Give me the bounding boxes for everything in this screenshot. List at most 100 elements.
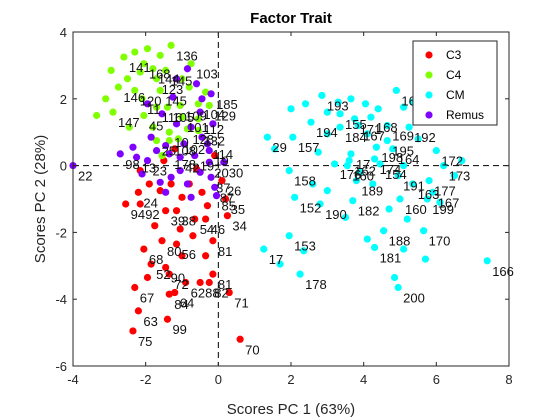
data-point — [296, 270, 304, 278]
data-point — [392, 86, 400, 95]
data-point — [194, 126, 202, 135]
data-point — [331, 160, 339, 168]
legend-label: C4 — [446, 68, 462, 82]
data-point — [131, 283, 139, 292]
point-label: 62 — [191, 286, 205, 301]
data-point — [291, 193, 299, 201]
point-label: 167 — [438, 195, 460, 210]
data-point — [167, 180, 175, 188]
point-label: 103 — [196, 67, 218, 82]
point-label: 194 — [316, 125, 338, 140]
data-point — [334, 98, 342, 106]
point-label: 82 — [214, 286, 228, 301]
x-axis-label: Scores PC 1 (63%) — [227, 401, 355, 418]
point-label: 46 — [211, 222, 225, 237]
data-point — [209, 270, 217, 278]
data-point — [389, 145, 397, 153]
point-label: 90 — [171, 270, 185, 285]
data-point — [202, 88, 210, 96]
data-point — [390, 273, 399, 282]
data-point — [187, 193, 195, 201]
point-label: 185 — [216, 97, 238, 112]
data-point — [134, 188, 142, 196]
data-point — [182, 278, 190, 287]
point-label: 101 — [187, 120, 209, 135]
data-point — [172, 240, 181, 248]
point-label: 63 — [143, 314, 157, 329]
data-point — [209, 237, 217, 245]
data-point — [370, 155, 379, 163]
data-point — [420, 227, 428, 235]
point-label: 170 — [429, 234, 451, 249]
point-label: 105 — [172, 110, 194, 125]
data-point — [203, 202, 212, 210]
data-point — [374, 105, 382, 113]
data-point — [309, 180, 317, 188]
data-point — [178, 113, 186, 121]
data-point — [147, 260, 155, 268]
data-point — [183, 180, 192, 188]
point-label: 136 — [176, 48, 198, 63]
data-points — [69, 41, 491, 343]
x-tick-label: 2 — [287, 372, 294, 387]
data-point — [432, 146, 440, 155]
data-point — [136, 68, 144, 76]
data-point — [336, 123, 344, 131]
data-point — [300, 247, 308, 255]
data-point — [458, 156, 466, 165]
point-label: 64 — [180, 296, 194, 311]
data-point — [152, 75, 161, 83]
data-point — [129, 327, 137, 335]
data-point — [140, 245, 148, 253]
data-point — [363, 235, 371, 243]
point-label: 129 — [214, 108, 236, 123]
data-point — [209, 120, 217, 128]
data-point — [349, 197, 357, 205]
data-point — [132, 153, 141, 161]
point-label: 104 — [203, 107, 225, 122]
point-label: 42 — [185, 160, 199, 175]
data-point — [198, 188, 206, 196]
data-point — [223, 212, 232, 220]
point-label: 200 — [403, 291, 425, 306]
data-point — [207, 90, 215, 98]
data-point — [287, 105, 295, 113]
point-label: 162 — [354, 164, 376, 179]
point-label: 128 — [192, 132, 214, 147]
data-point — [314, 148, 322, 156]
y-tick-label: -4 — [55, 292, 67, 307]
data-point — [176, 225, 184, 233]
data-point — [189, 232, 197, 240]
data-point — [347, 95, 355, 103]
data-point — [323, 108, 331, 116]
data-point — [131, 48, 139, 56]
point-label: 188 — [389, 234, 411, 249]
legend-item: C3 — [425, 48, 462, 62]
point-label: 164 — [398, 152, 420, 167]
legend-marker — [425, 111, 433, 119]
data-point — [341, 213, 350, 221]
data-point — [172, 75, 181, 83]
data-point — [405, 123, 413, 131]
data-point — [140, 60, 148, 68]
zero-lines — [73, 32, 509, 366]
data-point — [356, 168, 364, 176]
data-point — [178, 75, 186, 83]
point-label: 147 — [118, 115, 140, 130]
data-point — [385, 205, 393, 213]
point-label: 176 — [340, 167, 362, 182]
data-point — [198, 133, 206, 141]
data-point — [211, 183, 219, 191]
data-point — [158, 237, 166, 245]
data-point — [409, 180, 417, 188]
point-label: 70 — [245, 342, 259, 357]
point-label: 146 — [123, 90, 145, 105]
data-point — [425, 177, 433, 185]
data-point — [194, 115, 202, 123]
data-point — [372, 143, 380, 151]
data-point — [129, 143, 137, 151]
data-point — [271, 145, 279, 153]
data-point — [183, 65, 192, 73]
data-point — [191, 215, 199, 223]
